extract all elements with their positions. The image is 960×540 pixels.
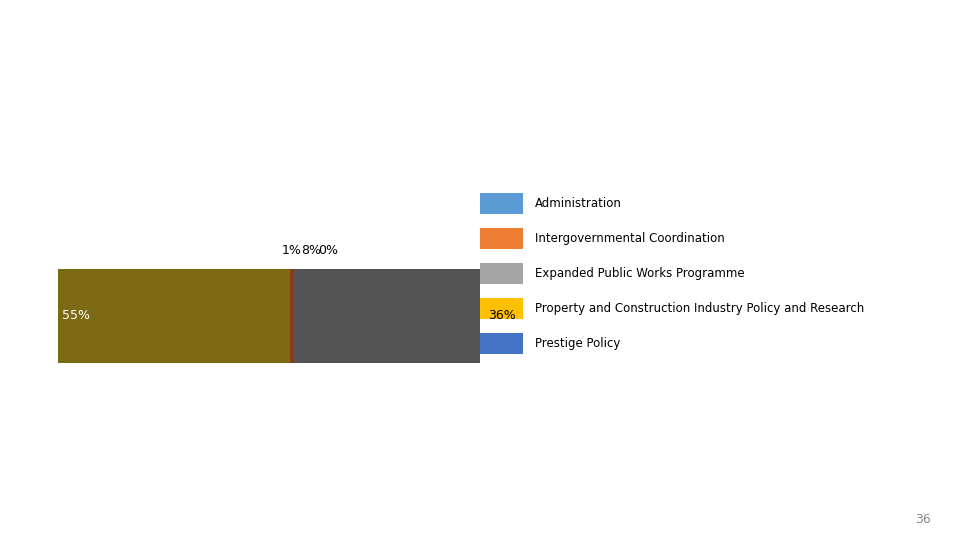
FancyBboxPatch shape xyxy=(290,269,294,362)
FancyBboxPatch shape xyxy=(480,298,523,319)
FancyBboxPatch shape xyxy=(58,269,290,362)
Text: 8%: 8% xyxy=(301,245,321,258)
Text: 0%: 0% xyxy=(318,245,338,258)
Text: Intergovernmental Coordination: Intergovernmental Coordination xyxy=(535,232,725,245)
FancyBboxPatch shape xyxy=(294,269,328,362)
Text: Expanded Public Works Programme: Expanded Public Works Programme xyxy=(535,267,744,280)
Text: 55%: 55% xyxy=(62,309,90,322)
Text: 36%: 36% xyxy=(488,309,516,322)
Text: Administration: Administration xyxy=(535,197,621,210)
FancyBboxPatch shape xyxy=(480,228,523,249)
FancyBboxPatch shape xyxy=(480,193,523,214)
Text: Prestige Policy: Prestige Policy xyxy=(535,338,620,350)
Text: 36: 36 xyxy=(916,513,931,526)
FancyBboxPatch shape xyxy=(328,269,480,362)
Text: Property and Construction Industry Policy and Research: Property and Construction Industry Polic… xyxy=(535,302,864,315)
FancyBboxPatch shape xyxy=(480,333,523,354)
Text: Budget Allocation per Programme Chart - 2019/20: Budget Allocation per Programme Chart - … xyxy=(12,32,602,52)
FancyBboxPatch shape xyxy=(480,263,523,284)
Text: 1%: 1% xyxy=(282,245,302,258)
